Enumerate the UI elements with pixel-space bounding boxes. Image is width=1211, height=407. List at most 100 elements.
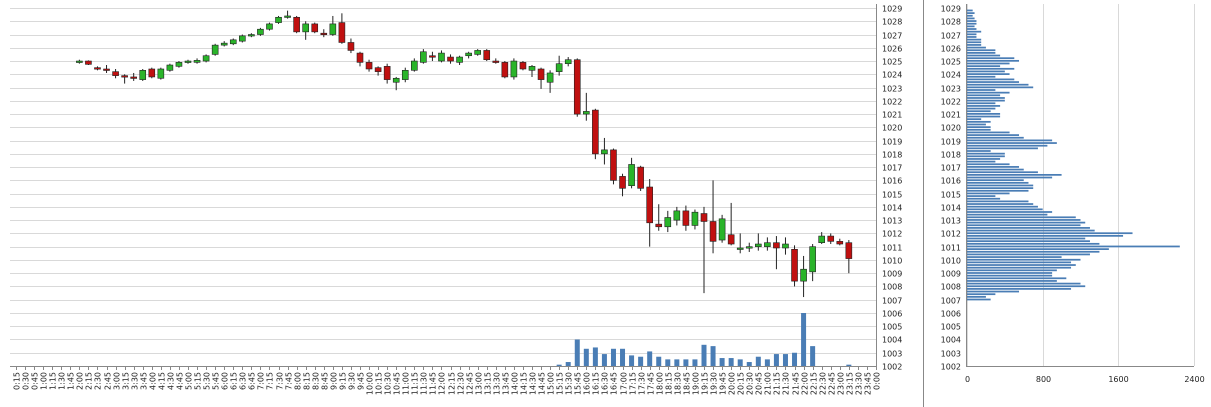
candle-body bbox=[429, 55, 436, 58]
candle-body bbox=[592, 109, 599, 155]
x-tick-label: 20:00 bbox=[728, 372, 737, 395]
profile-bar bbox=[967, 128, 991, 131]
candle-body bbox=[809, 246, 816, 273]
profile-bar bbox=[967, 147, 1038, 150]
profile-y-tick-label: 1018 bbox=[941, 151, 961, 160]
candle-body bbox=[103, 68, 110, 71]
candle-body bbox=[773, 242, 780, 249]
x-tick-label: 10:45 bbox=[393, 372, 402, 395]
x-tick-label: 7:30 bbox=[276, 372, 285, 390]
candle-body bbox=[257, 28, 264, 35]
x-tick-label: 16:30 bbox=[601, 372, 610, 395]
candle-body bbox=[193, 60, 201, 63]
y-tick-label: 1011 bbox=[882, 244, 902, 253]
profile-bar bbox=[967, 30, 982, 33]
profile-bar bbox=[967, 57, 1015, 60]
x-tick-label: 18:45 bbox=[683, 372, 692, 395]
x-tick-label: 14:00 bbox=[511, 372, 520, 395]
candle-body bbox=[365, 62, 373, 70]
profile-bar bbox=[967, 25, 975, 28]
profile-bar bbox=[967, 105, 1001, 107]
profile-bar bbox=[967, 17, 975, 20]
profile-bar bbox=[967, 227, 1090, 229]
y-tick-label: 1019 bbox=[882, 138, 902, 147]
profile-bar bbox=[967, 256, 1062, 258]
profile-bar bbox=[967, 33, 977, 36]
profile-y-tick-label: 1017 bbox=[941, 164, 961, 173]
profile-y-tick-label: 1015 bbox=[941, 191, 961, 200]
profile-y-tick-label: 1027 bbox=[941, 32, 961, 41]
volume-bar bbox=[610, 348, 616, 366]
candle-body bbox=[420, 51, 427, 63]
candle-body bbox=[320, 32, 328, 35]
x-tick-label: 19:30 bbox=[710, 372, 719, 395]
y-tick-label: 1022 bbox=[882, 98, 902, 107]
profile-y-tick-label: 1014 bbox=[941, 204, 961, 213]
x-tick-label: 4:45 bbox=[176, 372, 185, 390]
x-tick-label: 12:00 bbox=[438, 372, 447, 395]
profile-bar bbox=[967, 115, 1001, 118]
x-tick-label: 1:15 bbox=[49, 372, 58, 390]
volume-bar bbox=[701, 344, 707, 366]
profile-bar bbox=[967, 86, 1034, 89]
profile-bar bbox=[967, 216, 1076, 219]
profile-y-tick-label: 1007 bbox=[941, 297, 961, 306]
profile-bar bbox=[967, 181, 1029, 184]
candle-body bbox=[175, 62, 183, 67]
profile-bar bbox=[967, 258, 1081, 261]
y-tick-label: 1024 bbox=[882, 71, 902, 80]
profile-bar bbox=[967, 118, 982, 121]
profile-y-tick-label: 1019 bbox=[941, 138, 961, 147]
profile-bar bbox=[967, 240, 1090, 243]
x-tick-label: 3:30 bbox=[131, 372, 140, 390]
volume-bar bbox=[638, 356, 644, 366]
x-tick-label: 14:15 bbox=[520, 372, 529, 395]
x-tick-label: 20:15 bbox=[737, 372, 746, 395]
candle-body bbox=[447, 56, 454, 62]
candle-body bbox=[655, 223, 663, 228]
profile-bar bbox=[967, 253, 1090, 256]
candle-body bbox=[211, 44, 219, 55]
profile-bar bbox=[967, 136, 1024, 139]
volume-bar bbox=[728, 358, 734, 366]
profile-bar bbox=[967, 189, 1029, 192]
profile-bar bbox=[967, 208, 1043, 211]
volume-bar bbox=[710, 346, 716, 366]
x-tick-label: 22:45 bbox=[828, 372, 837, 395]
x-tick-label: 1:45 bbox=[67, 372, 76, 390]
profile-bar bbox=[967, 99, 1005, 102]
candle-body bbox=[691, 211, 699, 226]
candle-body bbox=[827, 235, 835, 242]
profile-bar bbox=[967, 221, 1086, 224]
profile-bar bbox=[967, 187, 1034, 190]
profile-bar bbox=[967, 274, 1053, 277]
x-tick-label: 17:15 bbox=[629, 372, 638, 395]
volume-bar bbox=[620, 348, 626, 366]
candle-body bbox=[664, 217, 672, 228]
profile-bar bbox=[967, 293, 996, 296]
profile-y-tick-label: 1016 bbox=[941, 177, 961, 186]
candle-body bbox=[492, 60, 500, 63]
profile-bar bbox=[967, 184, 1034, 187]
profile-bar bbox=[967, 36, 977, 38]
x-tick-label: 3:45 bbox=[140, 372, 149, 390]
x-tick-label: 23:30 bbox=[855, 372, 864, 395]
candle-body bbox=[374, 67, 382, 72]
x-tick-label: 13:00 bbox=[475, 372, 484, 395]
profile-bar bbox=[967, 168, 1024, 171]
profile-bar bbox=[967, 272, 1053, 274]
y-tick-label: 1015 bbox=[882, 191, 902, 200]
profile-bar bbox=[967, 166, 1020, 168]
candle-body bbox=[474, 50, 481, 55]
profile-bar bbox=[967, 78, 1015, 81]
x-tick-label: 5:00 bbox=[185, 372, 194, 390]
profile-bar bbox=[967, 197, 1001, 200]
candle-body bbox=[537, 68, 545, 80]
x-tick-label: 2:45 bbox=[104, 372, 113, 390]
y-tick-label: 1025 bbox=[882, 58, 902, 67]
profile-bar bbox=[967, 285, 1086, 288]
x-tick-label: 8:30 bbox=[312, 372, 321, 390]
x-tick-label: 6:30 bbox=[239, 372, 248, 390]
x-tick-label: 2:30 bbox=[94, 372, 103, 390]
profile-x-tick-label: 800 bbox=[1036, 375, 1051, 384]
